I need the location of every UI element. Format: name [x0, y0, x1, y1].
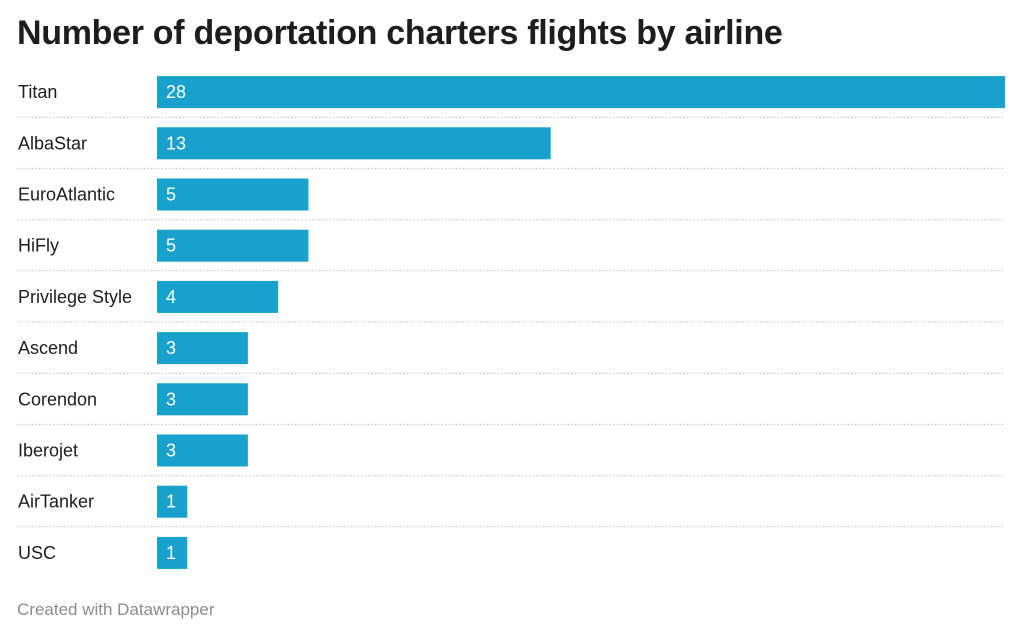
bar	[157, 178, 309, 211]
value-label: 28	[166, 82, 186, 102]
category-label: HiFly	[18, 236, 59, 256]
category-label: Corendon	[18, 389, 97, 409]
value-label: 5	[166, 185, 176, 205]
bar	[157, 127, 551, 160]
bar	[157, 485, 188, 518]
bar	[157, 229, 309, 262]
category-label: Iberojet	[18, 441, 78, 461]
datawrapper-credit: Created with Datawrapper	[17, 600, 215, 619]
value-label: 3	[166, 389, 176, 409]
value-label: 13	[166, 133, 186, 153]
bar	[157, 76, 1005, 109]
category-label: Ascend	[18, 338, 78, 358]
value-label: 5	[166, 236, 176, 256]
bar	[157, 536, 188, 569]
chart-title: Number of deportation charters flights b…	[17, 14, 783, 52]
category-label: AlbaStar	[18, 133, 87, 153]
value-label: 3	[166, 441, 176, 461]
value-label: 1	[166, 543, 176, 563]
bar	[157, 332, 248, 365]
category-label: AirTanker	[18, 492, 94, 512]
category-label: USC	[18, 543, 56, 563]
category-label: Titan	[18, 82, 57, 102]
bar	[157, 280, 279, 313]
category-label: Privilege Style	[18, 287, 132, 307]
value-label: 4	[166, 287, 176, 307]
value-label: 1	[166, 492, 176, 512]
bar	[157, 434, 248, 467]
category-label: EuroAtlantic	[18, 185, 115, 205]
bar	[157, 383, 248, 416]
value-label: 3	[166, 338, 176, 358]
